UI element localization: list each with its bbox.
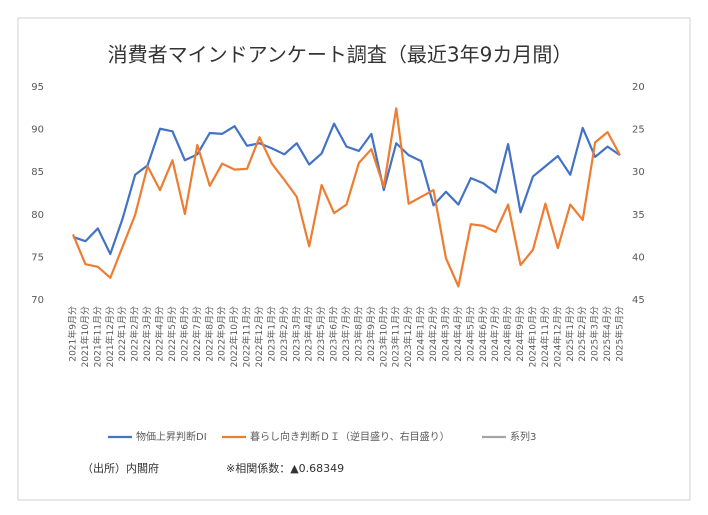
x-tick-label: 2024年7月分: [489, 306, 501, 362]
x-tick-label: 2022年1月分: [116, 306, 128, 362]
x-tick-label: 2023年12月分: [402, 306, 414, 367]
chart-title: 消費者マインドアンケート調査（最近3年9カ月間）: [108, 43, 573, 67]
x-tick-label: 2024年9月分: [514, 306, 526, 362]
y-tick-label: 90: [31, 125, 44, 136]
x-tick-label: 2025年1月分: [564, 306, 576, 362]
y2-tick-label: 45: [632, 295, 645, 306]
x-tick-label: 2023年10月分: [377, 306, 389, 367]
x-tick-label: 2021年9月分: [67, 306, 79, 362]
x-tick-label: 2022年8月分: [203, 306, 215, 362]
chart-frame: [17, 17, 691, 501]
x-tick-label: 2024年1月分: [415, 306, 427, 362]
x-tick-label: 2021年10月分: [79, 306, 91, 367]
x-tick-label: 2024年3月分: [439, 306, 451, 362]
x-tick-label: 2022年5月分: [166, 306, 178, 362]
x-tick-label: 2023年1月分: [265, 306, 277, 362]
x-tick-label: 2024年8月分: [502, 306, 514, 362]
x-tick-label: 2024年5月分: [464, 306, 476, 362]
x-tick-label: 2024年12月分: [551, 306, 563, 367]
y-tick-label: 95: [31, 82, 44, 93]
x-tick-label: 2022年10月分: [228, 306, 240, 367]
x-tick-label: 2022年7月分: [191, 306, 203, 362]
x-tick-label: 2023年9月分: [365, 306, 377, 362]
legend-label: 暮らし向き判断ＤＩ（逆目盛り、右目盛り）: [250, 430, 450, 443]
x-tick-label: 2022年9月分: [216, 306, 228, 362]
legend-label: 系列3: [510, 430, 536, 443]
y-tick-label: 80: [31, 210, 44, 221]
x-tick-label: 2023年4月分: [303, 306, 315, 362]
x-tick-label: 2022年12月分: [253, 306, 265, 367]
y2-tick-label: 25: [632, 125, 645, 136]
y-tick-label: 75: [31, 252, 44, 263]
x-tick-label: 2025年3月分: [589, 306, 601, 362]
x-tick-label: 2022年4月分: [154, 306, 166, 362]
x-tick-label: 2024年11月分: [539, 306, 551, 367]
x-tick-label: 2021年12月分: [104, 306, 116, 367]
x-tick-label: 2022年6月分: [178, 306, 190, 362]
x-tick-label: 2023年2月分: [278, 306, 290, 362]
x-tick-label: 2023年8月分: [352, 306, 364, 362]
x-tick-label: 2024年6月分: [477, 306, 489, 362]
x-tick-label: 2023年5月分: [315, 306, 327, 362]
x-tick-label: 2022年3月分: [141, 306, 153, 362]
x-tick-label: 2023年11月分: [390, 306, 402, 367]
x-tick-label: 2024年10月分: [526, 306, 538, 367]
y2-tick-label: 40: [632, 252, 645, 263]
x-tick-label: 2024年4月分: [452, 306, 464, 362]
y-tick-label: 85: [31, 167, 44, 178]
x-tick-label: 2022年2月分: [129, 306, 141, 362]
x-tick-label: 2025年4月分: [601, 306, 613, 362]
legend-label: 物価上昇判断DI: [136, 430, 207, 443]
y2-tick-label: 30: [632, 167, 645, 178]
x-tick-label: 2025年5月分: [614, 306, 626, 362]
x-tick-label: 2023年6月分: [328, 306, 340, 362]
y2-tick-label: 35: [632, 210, 645, 221]
series-line: [71, 107, 621, 288]
x-tick-label: 2023年3月分: [290, 306, 302, 362]
correlation-note: ※相関係数：▲0.68349: [226, 462, 344, 475]
x-tick-label: 2023年7月分: [340, 306, 352, 362]
x-tick-label: 2024年2月分: [427, 306, 439, 362]
series-line: [72, 122, 621, 256]
source-note: （出所）内閣府: [82, 461, 159, 475]
x-tick-label: 2021年11月分: [91, 306, 103, 367]
x-tick-label: 2022年11月分: [241, 306, 253, 367]
y-tick-label: 70: [31, 295, 44, 306]
x-tick-label: 2025年2月分: [576, 306, 588, 362]
y2-tick-label: 20: [632, 82, 645, 93]
